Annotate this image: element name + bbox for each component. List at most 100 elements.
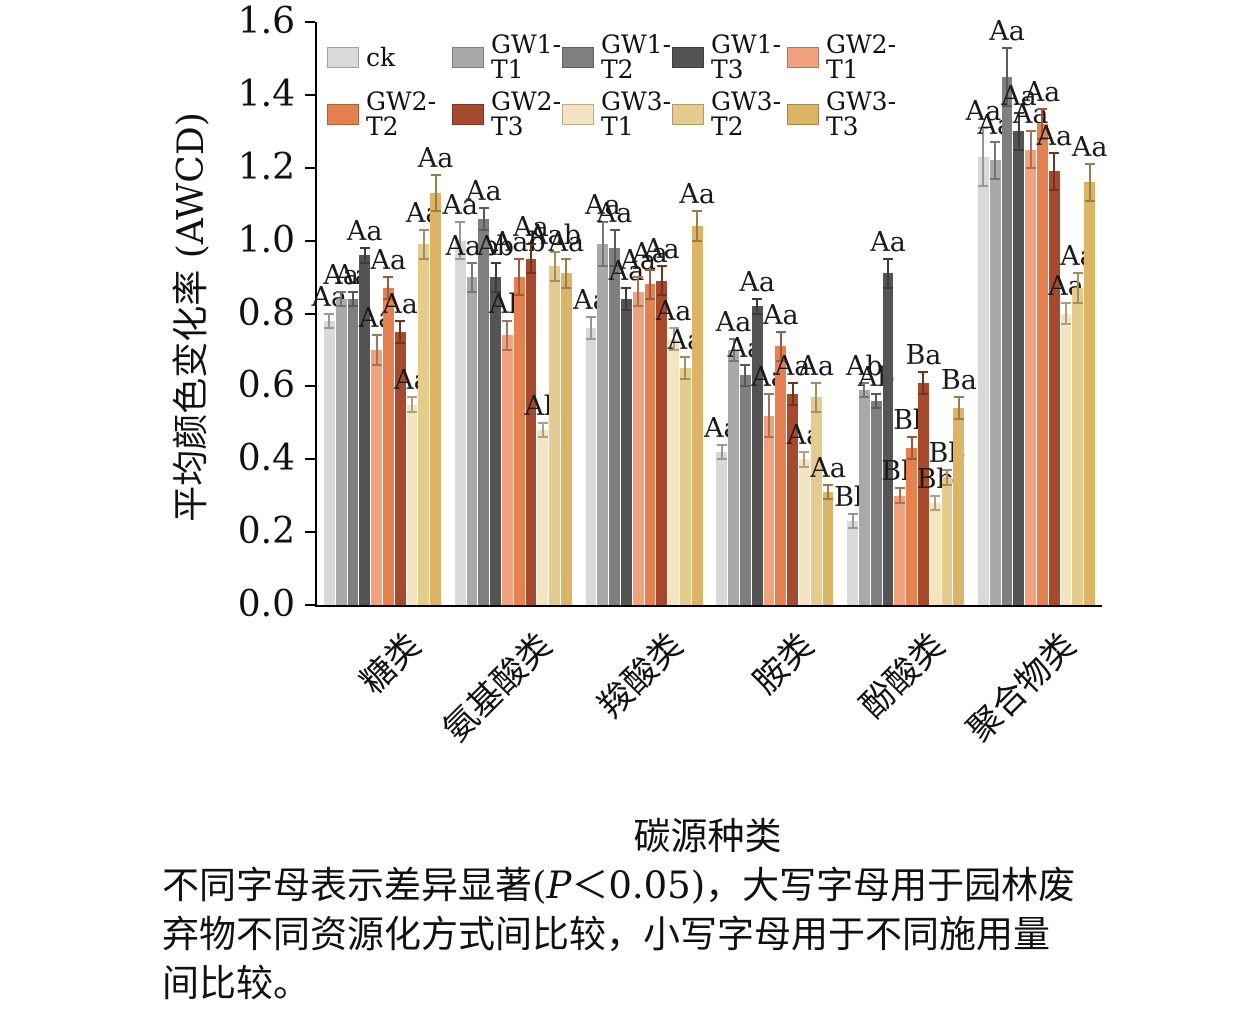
significance-label: Aa bbox=[763, 299, 799, 331]
legend-swatch bbox=[327, 46, 359, 68]
y-axis-tick bbox=[305, 93, 315, 96]
error-bar-cap bbox=[942, 483, 953, 486]
bar-GW2-T3 bbox=[787, 393, 798, 605]
y-axis-tick bbox=[305, 239, 315, 242]
bar-GW1-T2 bbox=[609, 247, 620, 605]
error-bar bbox=[351, 291, 354, 307]
error-bar bbox=[541, 422, 544, 438]
legend-label: GW2-T2 bbox=[366, 87, 437, 141]
bar-GW2-T2 bbox=[382, 288, 394, 605]
legend: ck GW1-T1 GW1-T2 GW1-T3 GW2-T1 GW2-T2 GW2-T3 GW… bbox=[327, 32, 917, 139]
error-bar bbox=[851, 513, 854, 529]
bar-GW3-T1 bbox=[799, 459, 810, 605]
error-bar-cap bbox=[418, 257, 429, 260]
significance-label: Aa bbox=[346, 215, 383, 247]
significance-label: Aa bbox=[323, 259, 359, 291]
error-bar-cap bbox=[740, 363, 751, 366]
error-bar bbox=[434, 175, 437, 212]
error-bar bbox=[756, 298, 759, 314]
error-bar-cap bbox=[930, 494, 941, 497]
y-tick-label: 1.4 bbox=[237, 73, 295, 115]
legend-label: GW1-T1 bbox=[491, 30, 562, 84]
bar-GW2-T1 bbox=[632, 291, 644, 605]
legend-swatch bbox=[672, 46, 704, 68]
error-bar-cap bbox=[978, 184, 989, 187]
bar-GW1-T3 bbox=[620, 298, 632, 605]
legend-label: GW3-T1 bbox=[601, 87, 672, 141]
error-bar-cap bbox=[1049, 188, 1060, 191]
error-bar-cap bbox=[383, 297, 394, 300]
error-bar-cap bbox=[430, 174, 441, 177]
error-bar-cap bbox=[633, 305, 644, 308]
bar-GW3-T1 bbox=[537, 430, 549, 605]
significance-label: Ab bbox=[846, 350, 883, 382]
significance-label: Aa bbox=[989, 15, 1025, 47]
legend-item-GW3-T2: GW3-T2 bbox=[672, 89, 787, 139]
y-axis-tick bbox=[305, 385, 315, 388]
y-axis-tick bbox=[305, 531, 315, 534]
error-bar-cap bbox=[823, 483, 834, 486]
error-bar-cap bbox=[978, 126, 989, 129]
error-bar-cap bbox=[1025, 130, 1036, 133]
significance-label: Aa bbox=[548, 226, 585, 258]
error-bar-cap bbox=[324, 312, 335, 315]
error-bar bbox=[732, 339, 735, 361]
error-bar-cap bbox=[894, 487, 905, 490]
legend-label: GW3-T3 bbox=[826, 87, 897, 141]
y-axis-tick bbox=[305, 312, 315, 315]
error-bar bbox=[553, 251, 556, 281]
legend-swatch bbox=[562, 46, 594, 68]
legend-item-GW3-T3: GW3-T3 bbox=[787, 89, 917, 139]
significance-label: Aa bbox=[715, 307, 752, 339]
error-bar-cap bbox=[336, 305, 347, 308]
y-axis-tick bbox=[305, 21, 315, 23]
error-bar-cap bbox=[502, 348, 513, 351]
y-tick-label: 0.0 bbox=[237, 584, 295, 625]
x-category-label: 酚酸类 bbox=[852, 625, 953, 727]
error-bar bbox=[625, 288, 628, 310]
significance-label: Aa bbox=[465, 175, 502, 207]
legend-label: GW3-T2 bbox=[711, 87, 782, 141]
error-bar-cap bbox=[787, 403, 798, 406]
error-bar-cap bbox=[740, 385, 751, 388]
error-bar-cap bbox=[871, 392, 882, 395]
error-bar-cap bbox=[953, 418, 964, 421]
bar-GW1-T1 bbox=[859, 390, 870, 605]
bar-GW2-T1 bbox=[894, 495, 906, 605]
error-bar-cap bbox=[549, 250, 560, 253]
plot-area: 0.0 0.2 0.4 0.6 0.8 1.0 1.2 1.4 1.6 Aa Aa Aa Aa Aa Aa A… bbox=[238, 1, 1108, 625]
error-bar-cap bbox=[692, 210, 703, 213]
significance-label: Aa bbox=[679, 179, 715, 211]
legend-label: GW1-T2 bbox=[601, 30, 672, 84]
error-bar-cap bbox=[359, 261, 370, 264]
significance-label: Aa bbox=[370, 245, 407, 277]
bar-ck bbox=[585, 328, 597, 605]
error-bar bbox=[648, 269, 651, 299]
error-bar bbox=[898, 488, 901, 503]
bar-ck bbox=[454, 240, 466, 605]
bar-GW2-T2 bbox=[906, 448, 918, 605]
error-bar-cap bbox=[359, 246, 370, 249]
error-bar bbox=[506, 320, 509, 350]
error-bar-cap bbox=[490, 261, 501, 264]
error-bar-cap bbox=[668, 327, 679, 330]
y-tick-label: 1.6 bbox=[237, 1, 295, 42]
bar-GW1-T3 bbox=[359, 255, 371, 605]
error-bar bbox=[768, 393, 771, 438]
error-bar-cap bbox=[728, 338, 739, 341]
bar-GW2-T3 bbox=[1048, 171, 1060, 605]
bar-GW2-T2 bbox=[513, 277, 525, 605]
y-axis-tick bbox=[305, 458, 315, 461]
error-bar-cap bbox=[609, 228, 620, 231]
error-bar bbox=[1053, 153, 1056, 190]
legend-item-GW1-T2: GW1-T2 bbox=[562, 32, 672, 82]
error-bar bbox=[340, 291, 343, 307]
error-bar bbox=[910, 437, 913, 460]
bar-GW3-T1 bbox=[929, 502, 941, 605]
error-bar bbox=[1041, 109, 1044, 139]
error-bar-cap bbox=[799, 450, 810, 453]
error-bar-cap bbox=[811, 410, 822, 413]
error-bar bbox=[387, 277, 390, 299]
error-bar-cap bbox=[918, 370, 929, 373]
legend-label: ck bbox=[366, 42, 396, 72]
